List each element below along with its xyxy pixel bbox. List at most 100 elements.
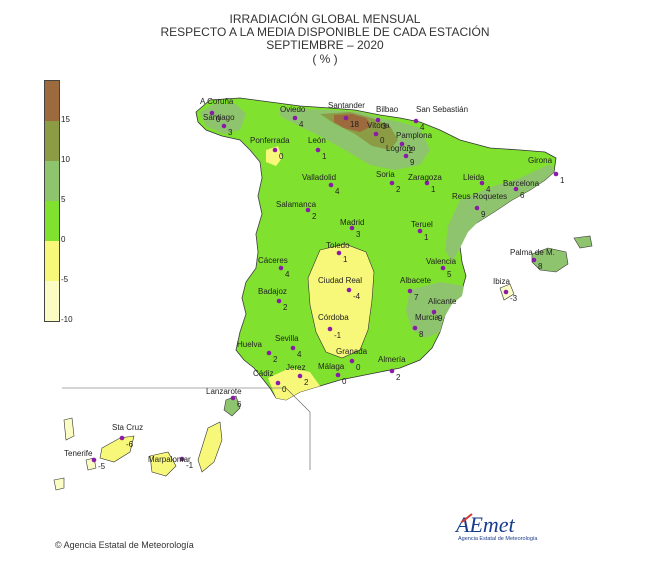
station-name: Valladolid <box>302 173 336 182</box>
station-value: 2 <box>283 303 288 312</box>
station-value: -4 <box>353 292 361 301</box>
station-value: 0 <box>216 115 221 124</box>
station-value: -5 <box>98 462 106 471</box>
station-marker <box>479 180 485 186</box>
station-marker <box>413 118 419 124</box>
station-value: 4 <box>420 123 425 132</box>
station-value: 1 <box>431 185 436 194</box>
station-value: 2 <box>312 212 317 221</box>
station-value: 8 <box>419 330 424 339</box>
station-value: 4 <box>299 120 304 129</box>
station-marker <box>513 186 519 192</box>
color-legend <box>44 80 60 322</box>
contour-east-5 <box>445 164 554 262</box>
el-hierro-island <box>53 477 65 491</box>
station-value: 6 <box>520 191 525 200</box>
station-value: -2 <box>406 146 414 155</box>
station-name: Granada <box>336 347 368 356</box>
station-marker <box>389 180 395 186</box>
station-name: Lanzarote <box>206 387 242 396</box>
station-name: Toledo <box>326 241 350 250</box>
station-name: Cáceres <box>258 256 288 265</box>
station-name: Marpalomar <box>148 455 191 464</box>
la-palma-island <box>63 417 75 441</box>
station-value: 1 <box>343 255 348 264</box>
station-name: Málaga <box>318 362 345 371</box>
station-name: Pamplona <box>396 131 433 140</box>
station-name: San Sebastián <box>416 105 468 114</box>
station-value: 2 <box>273 355 278 364</box>
portugal-border <box>235 139 263 351</box>
legend-band <box>45 81 59 121</box>
mallorca-island <box>531 247 569 273</box>
station-value: 9 <box>438 314 443 323</box>
aemet-logo-accent <box>461 513 473 523</box>
credit-text: © Agencia Estatal de Meteorología <box>55 540 194 550</box>
station-marker <box>91 457 97 463</box>
station-name: Cádiz <box>253 369 273 378</box>
legend-band <box>45 121 59 161</box>
station-value: -6 <box>126 440 134 449</box>
contour-centre-yellow <box>307 243 375 359</box>
station-value: -1 <box>186 461 194 470</box>
station-name: Salamanca <box>276 200 317 209</box>
fuerteventura-island <box>197 421 223 473</box>
station-name: Madrid <box>340 218 364 227</box>
legend-tick: -10 <box>61 315 73 324</box>
station-value: 4 <box>335 187 340 196</box>
station-value: 0 <box>282 385 287 394</box>
map-title-line-1: IRRADIACIÓN GLOBAL MENSUAL <box>229 12 421 26</box>
station-marker <box>503 289 509 295</box>
station-marker <box>119 435 125 441</box>
station-name: Barcelona <box>503 179 540 188</box>
station-value: 2 <box>396 185 401 194</box>
station-marker <box>290 345 296 351</box>
canary-box-line <box>62 387 311 470</box>
station-name: Huelva <box>237 340 262 349</box>
station-marker <box>328 182 334 188</box>
map-title-line-2: RESPECTO A LA MEDIA DISPONIBLE DE CADA E… <box>160 25 490 39</box>
station-value: 0 <box>342 377 347 386</box>
station-value: 1 <box>424 233 429 242</box>
station-name: Valencia <box>426 257 457 266</box>
station-value: 6 <box>237 400 242 409</box>
station-value: 3 <box>382 122 387 131</box>
legend-band <box>45 281 59 321</box>
station-marker <box>407 288 413 294</box>
contour-ponferrada-yellow <box>266 146 282 166</box>
station-name: Jerez <box>286 363 306 372</box>
station-value: 4 <box>285 270 290 279</box>
station-name: Santiago <box>203 113 235 122</box>
station-value: -3 <box>510 294 518 303</box>
station-marker <box>346 287 352 293</box>
station-marker <box>399 141 405 147</box>
station-marker <box>440 265 446 271</box>
legend-band <box>45 201 59 241</box>
menorca-island <box>573 235 593 249</box>
station-name: Soria <box>376 170 395 179</box>
station-name: Lleida <box>463 173 485 182</box>
station-value: 0 <box>279 152 284 161</box>
station-value: 3 <box>356 230 361 239</box>
station-name: Logroño <box>386 144 416 153</box>
gran-canaria-island <box>149 451 177 477</box>
station-marker <box>278 265 284 271</box>
station-marker <box>349 225 355 231</box>
station-name: Teruel <box>411 220 433 229</box>
station-value: 1 <box>560 176 565 185</box>
station-marker <box>417 228 423 234</box>
station-value: 0 <box>356 363 361 372</box>
station-name: Badajoz <box>258 287 287 296</box>
station-marker <box>266 350 272 356</box>
station-marker <box>305 207 311 213</box>
station-value: 5 <box>447 270 452 279</box>
station-value: 18 <box>350 120 359 129</box>
station-marker <box>343 115 349 121</box>
station-marker <box>315 147 321 153</box>
station-marker <box>424 180 430 186</box>
station-name: Girona <box>528 156 553 165</box>
station-marker <box>275 380 281 386</box>
station-value: 1 <box>322 152 327 161</box>
legend-band <box>45 161 59 201</box>
station-marker <box>336 250 342 256</box>
